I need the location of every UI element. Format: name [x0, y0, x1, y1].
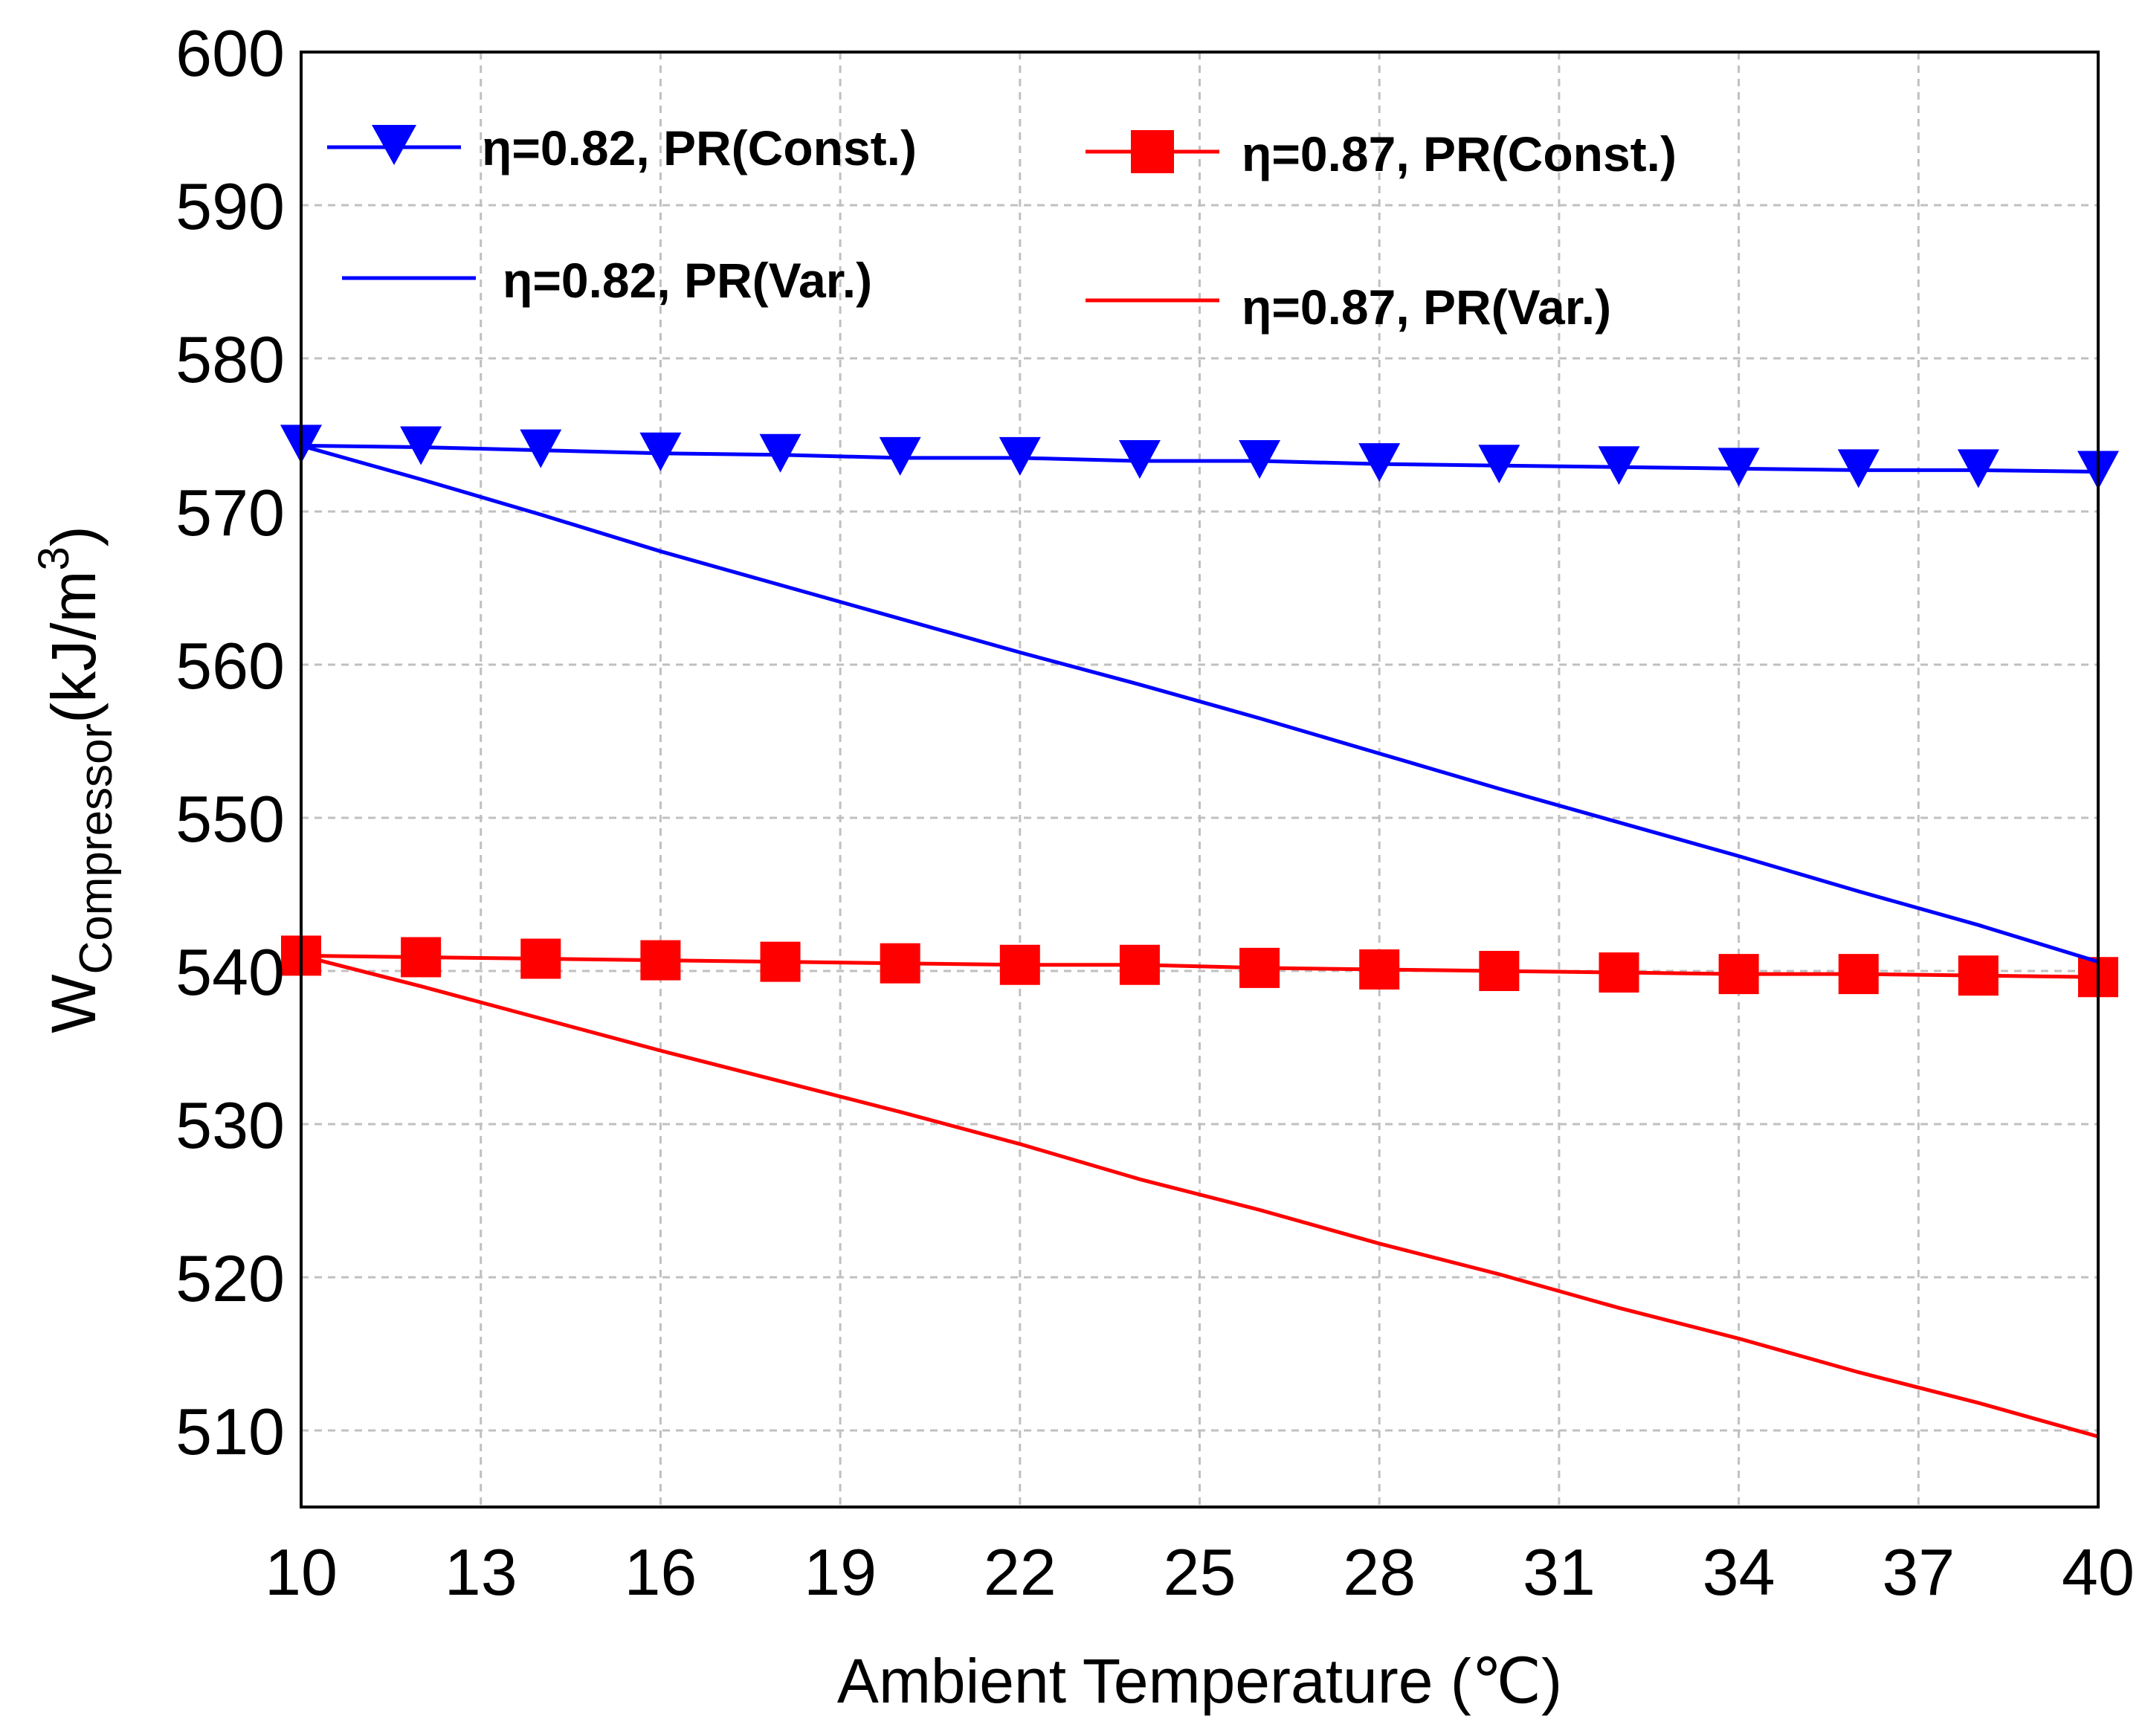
y-tick-label: 580 [175, 323, 285, 396]
series-1 [281, 935, 2118, 998]
y-tick-label: 530 [175, 1088, 285, 1162]
series-0 [280, 425, 2119, 490]
data-point [1838, 954, 1879, 995]
legend-label-eta082-var: η=0.82, PR(Var.) [503, 253, 872, 308]
data-point [640, 940, 681, 981]
data-point [400, 426, 442, 465]
y-tick-label: 600 [175, 16, 285, 90]
data-point [1359, 949, 1400, 990]
data-point [639, 432, 682, 471]
legend-label-eta087-var: η=0.87, PR(Var.) [1242, 280, 1611, 335]
legend-label-eta087-const: η=0.87, PR(Const.) [1242, 126, 1677, 181]
legend-entry-eta082-const: η=0.82, PR(Const.) [327, 120, 917, 175]
data-point [1958, 955, 1999, 996]
data-point [760, 941, 801, 982]
series-2 [300, 444, 2099, 964]
series-line [300, 953, 2099, 979]
y-tick-label: 560 [175, 629, 285, 703]
data-point [1957, 449, 1999, 488]
y-tick-label: 520 [175, 1242, 285, 1315]
legend-entry-eta087-var: η=0.87, PR(Var.) [1086, 280, 1611, 335]
x-tick-label: 16 [624, 1535, 697, 1609]
x-tick-label: 40 [2062, 1535, 2135, 1609]
legend-triangle-marker-icon [372, 125, 416, 165]
y-axis-label-unit: (kJ/m [39, 571, 109, 723]
series-line [300, 444, 2099, 964]
data-point [1478, 445, 1520, 484]
legend-label-eta082-const: η=0.82, PR(Const.) [482, 120, 917, 175]
legend-entry-eta082-var: η=0.82, PR(Var.) [342, 253, 872, 308]
y-axis-label-subscript: Compressor [71, 723, 122, 975]
y-tick-label: 540 [175, 935, 285, 1009]
data-point [1358, 443, 1401, 483]
data-point [1119, 944, 1160, 985]
y-tick-label: 590 [175, 170, 285, 243]
x-tick-label: 31 [1523, 1535, 1596, 1609]
data-point [759, 433, 801, 473]
x-axis-label: Ambient Temperature (℃) [837, 1646, 1562, 1716]
y-axis-label: WCompressor(kJ/m3) [30, 526, 122, 1033]
data-point [879, 436, 921, 476]
y-tick-label: 510 [175, 1395, 285, 1468]
series-line [300, 443, 2099, 474]
data-point [1598, 446, 1640, 485]
y-tick-label: 570 [175, 476, 285, 549]
series-3 [300, 953, 2099, 1439]
legend-square-marker-icon [1131, 130, 1174, 173]
x-tick-label: 37 [1882, 1535, 1955, 1609]
x-tick-label: 25 [1164, 1535, 1236, 1609]
y-axis-ticks: 510 520 530 540 550 560 570 580 590 600 [175, 16, 285, 1468]
series-layer [280, 425, 2119, 1439]
grid [301, 52, 2098, 1507]
plot-frame [300, 51, 2100, 1508]
data-point [880, 943, 920, 984]
data-point [520, 429, 562, 468]
y-tick-label: 550 [175, 782, 285, 856]
y-axis-label-close: ) [39, 526, 109, 546]
y-axis-label-main: W [39, 974, 109, 1033]
x-tick-label: 19 [804, 1535, 877, 1609]
x-tick-label: 34 [1703, 1535, 1775, 1609]
series-line [300, 953, 2099, 1439]
data-point [1479, 951, 1520, 991]
data-point [999, 436, 1041, 476]
x-tick-label: 22 [984, 1535, 1057, 1609]
x-tick-label: 10 [265, 1535, 338, 1609]
x-tick-label: 13 [445, 1535, 517, 1609]
legend: η=0.82, PR(Const.) η=0.87, PR(Const.) η=… [327, 120, 1677, 335]
data-point [1717, 448, 1760, 487]
data-point [1599, 952, 1639, 993]
data-point [999, 944, 1040, 985]
data-point [1239, 440, 1281, 480]
data-point [520, 938, 561, 979]
legend-entry-eta087-const: η=0.87, PR(Const.) [1086, 126, 1677, 181]
y-axis-label-superscript: 3 [30, 546, 78, 570]
data-point [1118, 440, 1161, 480]
data-point [1718, 954, 1759, 995]
data-point [1837, 449, 1880, 488]
x-axis-ticks: 10 13 16 19 22 25 28 31 34 37 40 [265, 1535, 2135, 1609]
x-tick-label: 28 [1343, 1535, 1416, 1609]
data-point [401, 937, 442, 978]
data-point [1239, 947, 1280, 988]
